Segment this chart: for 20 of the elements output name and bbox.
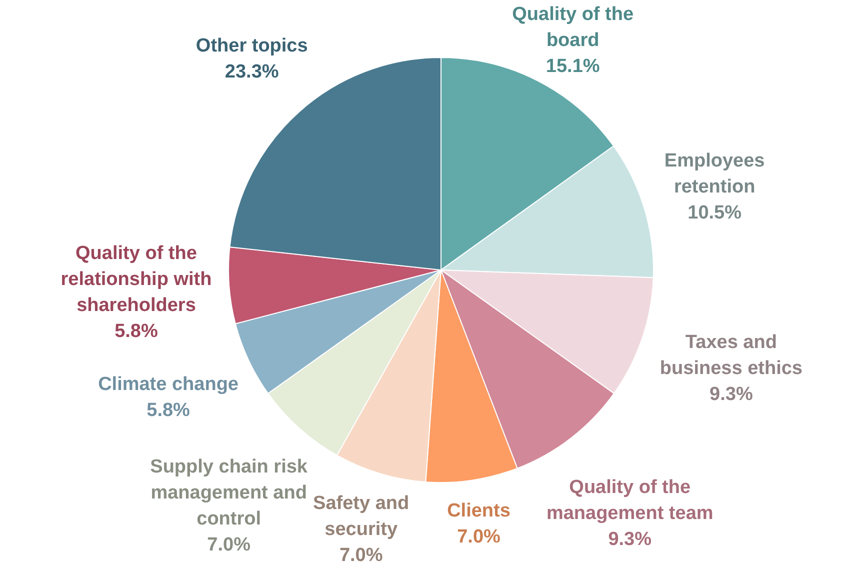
data-label: 9.3% bbox=[710, 384, 753, 405]
slice-label: Quality of the board bbox=[512, 4, 634, 52]
data-label: 7.0% bbox=[339, 545, 383, 566]
data-label: 9.3% bbox=[608, 529, 652, 550]
data-label: 15.1% bbox=[546, 56, 600, 78]
slice-label: Taxes and business ethics bbox=[660, 332, 802, 379]
slice-label: Safety and security bbox=[313, 493, 410, 540]
slice-label: Clients bbox=[447, 500, 510, 522]
slice-label: Quality of the management team bbox=[546, 477, 714, 524]
slice-label: Quality of the relationship with shareholders bbox=[60, 242, 212, 316]
data-label: 23.3% bbox=[224, 61, 279, 82]
data-label: 10.5% bbox=[688, 202, 742, 224]
data-label: 5.8% bbox=[146, 400, 190, 421]
slice-label: Employees retention bbox=[664, 150, 765, 198]
slice-label: Other topics bbox=[196, 35, 308, 56]
data-label: 7.0% bbox=[207, 534, 251, 556]
slice-label: Supply chain risk management and control bbox=[150, 456, 308, 530]
data-label: 7.0% bbox=[457, 526, 501, 548]
slice-label: Climate change bbox=[98, 374, 239, 395]
data-label: 5.8% bbox=[114, 320, 158, 342]
